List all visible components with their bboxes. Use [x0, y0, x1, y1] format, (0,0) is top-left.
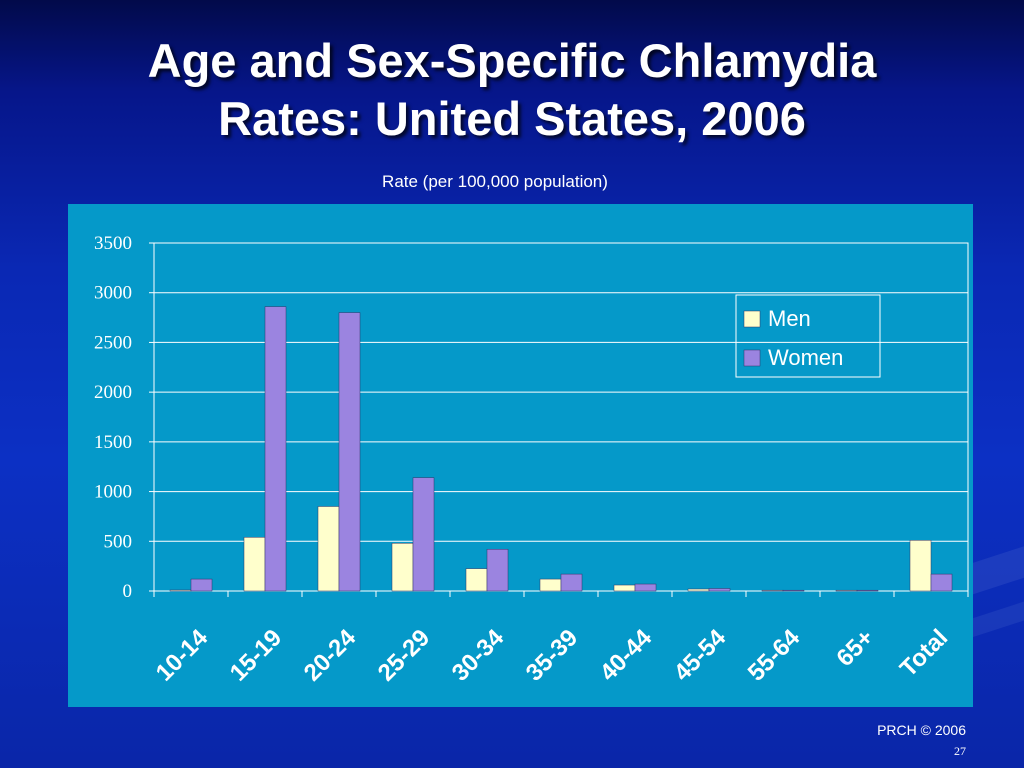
x-tick-label: 40-44 — [595, 624, 658, 687]
y-tick-label: 2500 — [94, 332, 132, 353]
title-line-1: Age and Sex-Specific Chlamydia — [147, 34, 877, 87]
bar-men — [613, 584, 636, 592]
legend-swatch-men — [743, 310, 761, 328]
bar-women — [486, 548, 509, 592]
y-tick-label: 0 — [123, 581, 133, 602]
bar-women — [190, 578, 213, 592]
footer-copyright: PRCH © 2006 — [877, 722, 966, 738]
bar-women — [634, 583, 657, 592]
y-tick-label: 2000 — [94, 382, 132, 403]
chart-panel: 0 500 1000 1500 2000 2500 3000 3500 10-14 15-19 20… — [68, 204, 973, 707]
bar-women — [782, 589, 805, 592]
bar-men — [539, 578, 562, 592]
bar-men — [909, 540, 932, 592]
bar-chart: 0 500 1000 1500 2000 2500 3000 3500 10-14 15-19 20… — [94, 233, 969, 687]
x-tick-label: 55-64 — [743, 624, 806, 687]
bar-women — [560, 573, 583, 592]
bar-men — [391, 543, 414, 592]
x-tick-label: 25-29 — [373, 624, 436, 687]
y-tick-label: 3000 — [94, 283, 132, 304]
x-tick-label: 45-54 — [669, 624, 732, 687]
bar-men — [243, 537, 266, 592]
legend-box — [735, 294, 881, 378]
slide-title: Age and Sex-Specific Chlamydia Rates: Un… — [0, 32, 1024, 148]
bar-women — [708, 588, 731, 592]
bar-men — [169, 589, 192, 592]
legend-label-women: Women — [768, 345, 843, 370]
x-tick-label: 10-14 — [151, 624, 214, 687]
bar-women — [264, 306, 287, 592]
bar-women — [338, 312, 361, 592]
y-tick-label: 1000 — [94, 482, 132, 503]
bar-women — [412, 477, 435, 592]
x-tick-label: 65+ — [831, 624, 879, 672]
x-tick-label: Total — [895, 624, 953, 682]
x-tick-label: 15-19 — [225, 624, 288, 687]
bar-men — [465, 568, 488, 592]
bar-men — [687, 588, 710, 592]
legend-label-men: Men — [768, 306, 811, 331]
legend-swatch-women — [743, 349, 761, 367]
y-tick-label: 500 — [104, 531, 133, 552]
y-tick-label: 1500 — [94, 432, 132, 453]
x-tick-label: 30-34 — [447, 624, 510, 687]
title-line-2: Rates: United States, 2006 — [218, 92, 806, 145]
bar-men — [317, 506, 340, 592]
bar-men — [761, 589, 784, 592]
bar-men — [835, 589, 858, 592]
x-tick-label: 35-39 — [521, 624, 584, 687]
chart-subtitle: Rate (per 100,000 population) — [382, 172, 608, 191]
bar-women — [856, 589, 879, 592]
x-tick-label: 20-24 — [299, 624, 362, 687]
bar-women — [930, 573, 953, 592]
y-tick-label: 3500 — [94, 233, 132, 254]
page-number: 27 — [954, 744, 966, 758]
